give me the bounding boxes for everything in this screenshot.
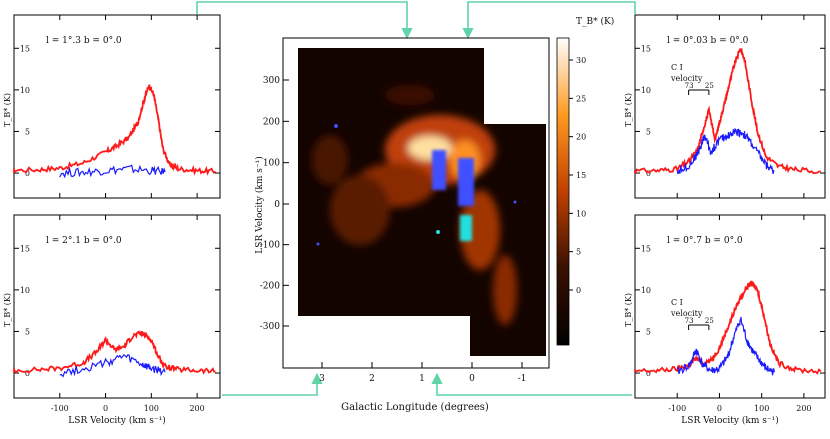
panel-x-tick-label: 0 xyxy=(103,404,108,413)
map-y-tick-label: -300 xyxy=(260,322,280,332)
panel-y-tick-label: 10 xyxy=(20,286,30,295)
panel-y-tick-label: 5 xyxy=(646,127,651,136)
map-x-tick-label: -1 xyxy=(518,374,527,384)
panel-y-axis-label: T_B* (K) xyxy=(3,93,12,127)
panel-frame xyxy=(634,214,826,399)
annotation-text: velocity xyxy=(670,74,703,83)
panel-y-tick-label: 15 xyxy=(20,44,30,53)
series-red-line xyxy=(13,330,216,375)
panel-frame xyxy=(634,14,826,199)
colorbar-label: T_B* (K) xyxy=(576,16,614,27)
panel-title: l = 0°.7 b = 0°.0 xyxy=(667,236,743,246)
series-blue-line xyxy=(59,164,166,179)
panel-title: l = 0°.03 b = 0°.0 xyxy=(667,36,749,46)
map-x-axis-label: Galactic Longitude (degrees) xyxy=(341,402,489,413)
panel-x-axis-label: LSR Velocity (km s⁻¹) xyxy=(68,415,165,426)
arrow-top-right xyxy=(462,1,636,40)
panel-x-tick-label: 100 xyxy=(754,404,769,413)
map-y-tick-label: 100 xyxy=(263,159,280,169)
central-map: 3 2 1 0 -1 300 200 100 0 -100 -200 -300 Galactic Lo… xyxy=(254,37,550,413)
panel-y-tick-label: 15 xyxy=(641,44,651,53)
map-y-tick-label: 300 xyxy=(263,76,280,86)
panel-y-tick-label: 5 xyxy=(25,327,30,336)
panel-frame xyxy=(13,14,221,199)
colorbar-tick-label: 20 xyxy=(576,133,586,142)
arrow-top-left xyxy=(196,1,413,40)
panel-y-axis-label: T_B* (K) xyxy=(624,293,633,327)
colorbar-ticks: 30 25 20 15 10 5 0 xyxy=(569,56,586,295)
annotation-mark: 73 xyxy=(685,82,694,90)
arrow-bottom-left xyxy=(222,372,323,396)
colorbar-tick-label: 15 xyxy=(576,171,586,180)
series-blue-line xyxy=(676,316,775,376)
colorbar: T_B* (K) 30 25 20 15 10 5 0 xyxy=(556,16,614,346)
colorbar-tick-label: 10 xyxy=(576,209,586,218)
arrow-bottom-right xyxy=(431,372,632,396)
map-x-tick-label: 3 xyxy=(319,374,325,384)
panel-y-tick-label: 10 xyxy=(641,86,651,95)
connector-arrows xyxy=(196,1,636,396)
panel-y-axis-label: T_B* (K) xyxy=(624,93,633,127)
map-x-tick-label: 1 xyxy=(419,374,425,384)
annotation-text: C I xyxy=(671,298,683,307)
panel-frame xyxy=(13,214,221,399)
annotation-text: velocity xyxy=(670,309,703,318)
series-blue-line xyxy=(59,353,166,378)
panel-x-tick-label: 200 xyxy=(189,404,204,413)
panel-y-tick-label: 15 xyxy=(641,244,651,253)
panel-x-tick-label: 200 xyxy=(796,404,811,413)
panel-y-tick-label: 5 xyxy=(646,327,651,336)
colorbar-tick-label: 0 xyxy=(576,286,581,295)
spectrum-panel-top-right: 0 5 10 15 l = 0°.03 b = 0°.0 T_B* (K) C I veloc… xyxy=(624,14,826,199)
annotation-mark: 25 xyxy=(705,317,714,325)
panel-y-tick-label: 10 xyxy=(20,86,30,95)
series-blue-line xyxy=(676,127,775,175)
panel-x-tick-label: 100 xyxy=(144,404,159,413)
map-y-tick-label: -200 xyxy=(260,281,280,291)
panel-title: l = 2°.1 b = 0°.0 xyxy=(46,236,122,246)
panel-y-tick-label: 0 xyxy=(646,169,651,178)
panel-title: l = 1°.3 b = 0°.0 xyxy=(46,36,122,46)
map-axis: 3 2 1 0 -1 300 200 100 0 -100 -200 -300 xyxy=(260,76,527,384)
series-red-line xyxy=(634,280,822,375)
panel-y-tick-label: 10 xyxy=(641,286,651,295)
panel-x-tick-label: -100 xyxy=(51,404,69,413)
panel-x-tick-label: 0 xyxy=(717,404,722,413)
series-red-line xyxy=(634,48,821,175)
panel-x-axis-label: LSR Velocity (km s⁻¹) xyxy=(681,415,778,426)
colorbar-fill xyxy=(556,37,570,346)
panel-x-tick-label: -100 xyxy=(668,404,686,413)
map-image xyxy=(298,48,546,356)
annotation-mark: 25 xyxy=(705,82,714,90)
panel-y-tick-label: 0 xyxy=(25,169,30,178)
spectrum-panel-top-left: 0 5 10 15 l = 1°.3 b = 0°.0 T_B* (K) xyxy=(3,14,221,199)
colorbar-tick-label: 30 xyxy=(576,56,586,65)
spectrum-panel-bottom-left: 0 5 10 15 -100 0 100 200 l = 2°.1 b = 0°.0 T_B* (… xyxy=(3,214,221,426)
map-y-axis-label: LSR Velocity (km s⁻¹) xyxy=(254,156,265,253)
panel-y-axis-label: T_B* (K) xyxy=(3,293,12,327)
spectrum-panel-bottom-right: 0 5 10 15 -100 0 100 200 l = 0°.7 b = 0°.0 T_B* (… xyxy=(624,214,826,426)
map-y-tick-label: 0 xyxy=(274,200,280,210)
panel-y-tick-label: 0 xyxy=(25,369,30,378)
panel-y-tick-label: 0 xyxy=(646,369,651,378)
map-y-tick-label: -100 xyxy=(260,241,280,251)
annotation-text: C I xyxy=(671,63,683,72)
map-frame xyxy=(282,37,550,369)
map-x-tick-label: 2 xyxy=(369,374,375,384)
panel-y-tick-label: 15 xyxy=(20,244,30,253)
panel-y-tick-label: 5 xyxy=(25,127,30,136)
annotation-mark: 73 xyxy=(685,317,694,325)
colorbar-tick-label: 25 xyxy=(576,94,586,103)
colorbar-tick-label: 5 xyxy=(576,248,581,257)
map-y-tick-label: 200 xyxy=(263,117,280,127)
series-red-line xyxy=(13,84,217,176)
map-x-tick-label: 0 xyxy=(469,374,475,384)
